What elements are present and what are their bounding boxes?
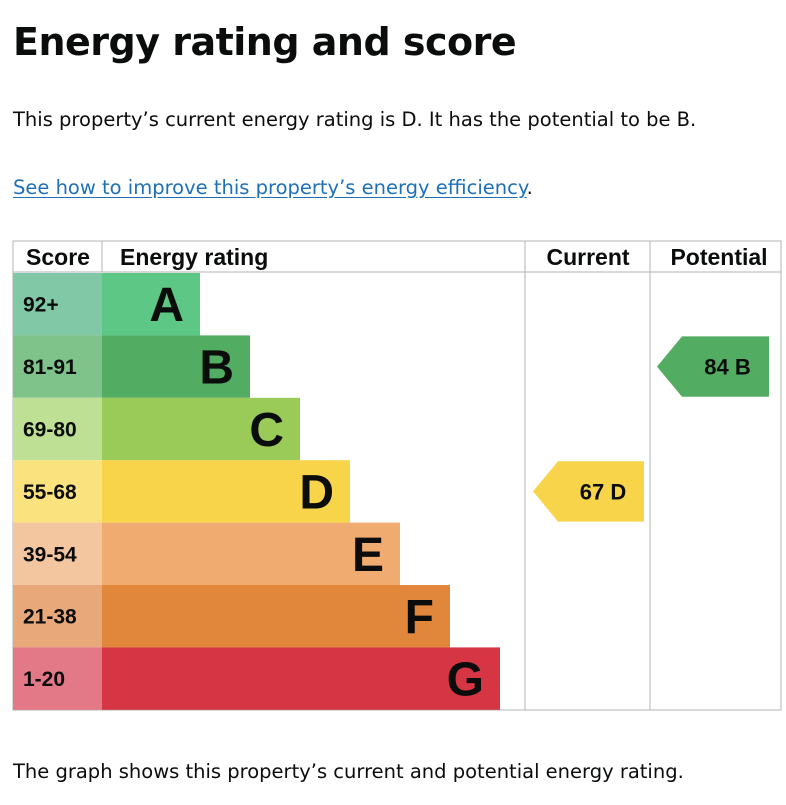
score-range-f: 21-38 (23, 606, 77, 629)
score-range-b: 81-91 (23, 356, 77, 379)
rating-summary: This property’s current energy rating is… (13, 108, 697, 131)
column-headers: Score Energy rating Current Potential (26, 244, 768, 270)
link-suffix: . (526, 176, 533, 199)
band-letter-g: G (447, 654, 484, 707)
score-range-d: 55-68 (23, 481, 77, 504)
score-cell-a (13, 273, 102, 336)
band-bar-f (102, 585, 450, 648)
band-bar-d (102, 460, 350, 523)
rating-bands: 92+ A 81-91 B 69-80 C 55-68 D 39-54 E 21-38 F 1-20 G (13, 273, 500, 710)
score-cell-f (13, 585, 102, 648)
band-letter-e: E (352, 529, 384, 582)
band-letter-f: F (405, 591, 434, 644)
improve-link-line: See how to improve this property’s energ… (13, 174, 533, 202)
band-bar-e (102, 522, 400, 585)
band-bar-g (102, 647, 500, 710)
score-cell-g (13, 647, 102, 710)
band-bar-a (102, 273, 200, 336)
band-letter-b: B (199, 342, 234, 395)
score-cell-d (13, 460, 102, 523)
potential-rating-arrow (657, 336, 769, 397)
rating-markers: 67 D 84 B (533, 336, 769, 522)
band-letter-a: A (149, 279, 184, 332)
score-range-g: 1-20 (23, 668, 65, 691)
band-letter-d: D (299, 466, 334, 519)
current-rating-label: 67 D (580, 479, 626, 504)
chart-description: The graph shows this property’s current … (13, 760, 684, 783)
energy-rating-chart: Score Energy rating Current Potential 92… (12, 240, 782, 711)
header-potential: Potential (670, 244, 767, 270)
band-bar-b (102, 335, 250, 398)
band-bar-c (102, 397, 300, 461)
header-score: Score (26, 244, 90, 270)
score-cell-c (13, 397, 102, 461)
header-current: Current (546, 244, 629, 270)
current-rating-arrow (533, 461, 644, 522)
header-energy-rating: Energy rating (120, 244, 268, 270)
potential-rating-label: 84 B (704, 355, 750, 380)
score-cell-e (13, 522, 102, 585)
score-range-a: 92+ (23, 294, 59, 317)
band-letter-c: C (249, 404, 284, 457)
score-cell-b (13, 335, 102, 398)
score-range-e: 39-54 (23, 543, 77, 566)
page-title: Energy rating and score (13, 20, 517, 64)
score-range-c: 69-80 (23, 419, 77, 442)
improve-efficiency-link[interactable]: See how to improve this property’s energ… (13, 176, 527, 199)
